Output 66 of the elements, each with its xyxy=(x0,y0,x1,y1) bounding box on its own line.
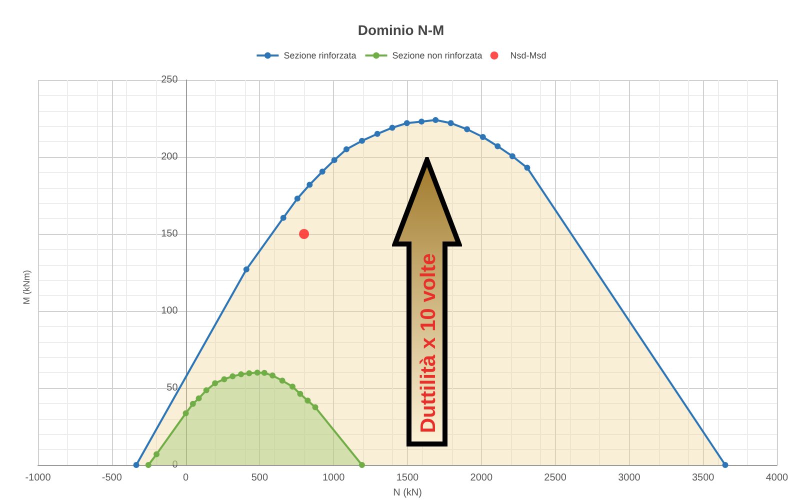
point xyxy=(238,371,244,378)
point xyxy=(358,462,365,468)
point xyxy=(299,229,310,239)
x-tick-label: 500 xyxy=(251,472,268,484)
point xyxy=(270,372,276,379)
y-tick-label: 50 xyxy=(166,382,178,394)
point xyxy=(190,400,196,407)
y-tick-label: 200 xyxy=(161,152,178,162)
x-tick-label: 1000 xyxy=(322,472,346,484)
point xyxy=(480,134,486,140)
point xyxy=(297,390,304,397)
point xyxy=(230,373,236,380)
x-tick-label: 3500 xyxy=(692,472,715,484)
point xyxy=(203,387,210,394)
point xyxy=(261,370,268,376)
x-tick-label: 0 xyxy=(183,472,190,484)
point xyxy=(319,168,326,175)
point xyxy=(374,130,380,137)
x-tick-label: 2500 xyxy=(544,472,567,484)
legend-label: Nsd-Msd xyxy=(510,50,546,60)
x-tick-label: 2000 xyxy=(470,472,493,484)
point xyxy=(133,462,140,468)
annotation: Duttilità x 10 volte xyxy=(416,253,440,433)
legend-label: Sezione non rinforzata xyxy=(392,50,482,60)
point xyxy=(246,370,252,376)
point xyxy=(432,117,439,124)
point xyxy=(280,214,286,221)
point xyxy=(221,376,228,382)
point xyxy=(154,451,160,458)
point xyxy=(509,153,516,160)
point xyxy=(448,120,454,126)
legend-label: Sezione rinforzata xyxy=(284,50,356,60)
point xyxy=(722,462,728,468)
point xyxy=(145,462,152,468)
point xyxy=(294,196,300,202)
point xyxy=(358,138,365,144)
point xyxy=(464,126,470,132)
point xyxy=(254,370,260,376)
point xyxy=(331,157,338,164)
point xyxy=(212,380,218,386)
x-tick-label: -1000 xyxy=(25,472,52,484)
point xyxy=(404,120,410,126)
point xyxy=(312,404,318,410)
x-tick-label: -500 xyxy=(102,472,122,484)
chart-title: Dominio N-M xyxy=(358,22,444,38)
x-tick-label: 1500 xyxy=(396,472,420,484)
point xyxy=(306,182,313,188)
point xyxy=(418,118,425,125)
y-tick-label: 150 xyxy=(161,228,178,240)
point xyxy=(182,410,189,416)
x-tick-label: 4000 xyxy=(766,472,789,484)
y-axis-title: M (kNm) xyxy=(22,270,32,304)
point xyxy=(343,146,350,152)
x-axis-title: N (kN) xyxy=(393,487,422,498)
x-tick-label: 3000 xyxy=(618,472,641,484)
point xyxy=(196,395,202,402)
point xyxy=(290,384,296,390)
y-tick-label: 0 xyxy=(172,460,178,470)
point xyxy=(494,143,501,150)
point xyxy=(279,378,286,384)
point xyxy=(389,124,396,131)
y-tick-label: 100 xyxy=(161,306,178,316)
point xyxy=(304,398,311,404)
point xyxy=(243,266,250,272)
point xyxy=(524,164,530,171)
y-tick-label: 250 xyxy=(161,74,178,86)
